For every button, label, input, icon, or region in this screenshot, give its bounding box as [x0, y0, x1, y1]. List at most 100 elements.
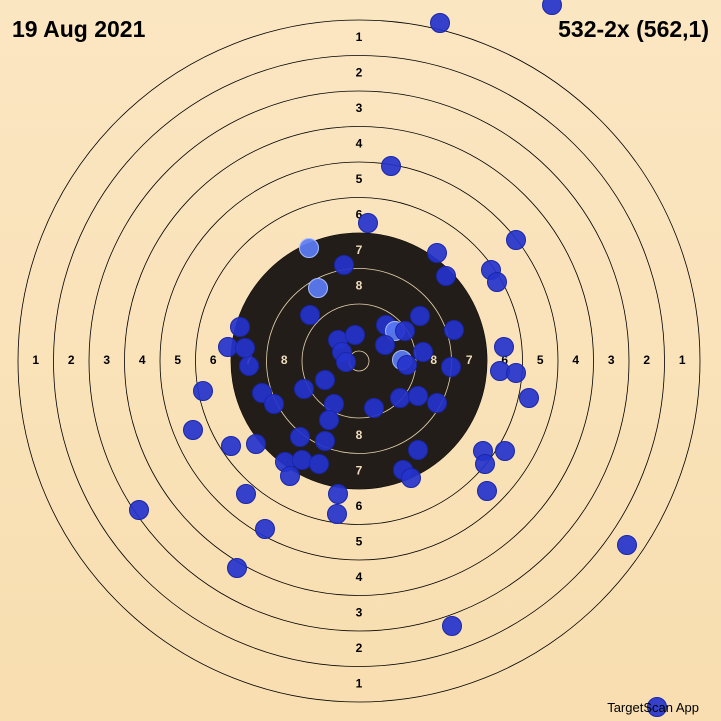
- shot: [397, 355, 417, 375]
- ring-label: 8: [356, 278, 363, 292]
- shot: [408, 440, 428, 460]
- app-name: TargetScan App: [607, 700, 699, 715]
- shot: [413, 342, 433, 362]
- ring-label: 5: [356, 534, 363, 548]
- ring-label: 3: [356, 101, 363, 115]
- ring-label: 2: [356, 65, 363, 79]
- ring-label: 1: [32, 353, 39, 367]
- ring-label: 1: [356, 676, 363, 690]
- shot: [227, 558, 247, 578]
- shot: [436, 266, 456, 286]
- ring-label: 7: [466, 353, 473, 367]
- shot: [328, 484, 348, 504]
- shot: [315, 431, 335, 451]
- shot: [239, 356, 259, 376]
- shot: [408, 386, 428, 406]
- ring-label: 5: [537, 353, 544, 367]
- ring-label: 8: [430, 353, 437, 367]
- shot: [395, 321, 415, 341]
- shot: [375, 335, 395, 355]
- shot: [336, 352, 356, 372]
- shot: [401, 468, 421, 488]
- shot: [381, 156, 401, 176]
- shot: [441, 357, 461, 377]
- shot: [487, 272, 507, 292]
- shot: [327, 504, 347, 524]
- ring: [53, 55, 665, 667]
- ring-label: 6: [356, 207, 363, 221]
- ring: [17, 19, 701, 703]
- shot: [319, 410, 339, 430]
- ring-label: 8: [281, 353, 288, 367]
- shot: [410, 306, 430, 326]
- shot: [264, 394, 284, 414]
- shot: [358, 213, 378, 233]
- shot: [542, 0, 562, 15]
- ring-label: 5: [174, 353, 181, 367]
- shot: [334, 255, 354, 275]
- shot: [308, 278, 328, 298]
- ring-label: 4: [356, 570, 363, 584]
- shot: [442, 616, 462, 636]
- shot: [506, 230, 526, 250]
- shot: [495, 441, 515, 461]
- ring: [159, 161, 559, 561]
- shot: [494, 337, 514, 357]
- ring-label: 7: [356, 463, 363, 477]
- ring-label: 2: [68, 353, 75, 367]
- shot: [364, 398, 384, 418]
- shot: [506, 363, 526, 383]
- shot: [427, 393, 447, 413]
- ring: [88, 90, 630, 632]
- black-zone: [231, 233, 487, 489]
- ring-label: 6: [210, 353, 217, 367]
- ring-label: 6: [501, 353, 508, 367]
- shot: [255, 519, 275, 539]
- ring-label: 2: [356, 641, 363, 655]
- ring-label: 4: [139, 353, 146, 367]
- shots: [129, 0, 667, 717]
- ring: [124, 126, 594, 596]
- shot: [294, 379, 314, 399]
- ring-label: 3: [103, 353, 110, 367]
- ring-label: 3: [356, 605, 363, 619]
- ring-label: 4: [572, 353, 579, 367]
- shot: [390, 388, 410, 408]
- ring-label: 1: [679, 353, 686, 367]
- shot: [290, 427, 310, 447]
- shot: [345, 325, 365, 345]
- shot: [230, 317, 250, 337]
- shot: [292, 450, 312, 470]
- shot: [475, 454, 495, 474]
- shot: [430, 13, 450, 33]
- ring-label: 7: [356, 243, 363, 257]
- ring-label: 2: [643, 353, 650, 367]
- shot: [183, 420, 203, 440]
- shot: [193, 381, 213, 401]
- shot: [519, 388, 539, 408]
- shot: [221, 436, 241, 456]
- shot: [477, 481, 497, 501]
- shot: [617, 535, 637, 555]
- score: 532-2x (562,1): [558, 16, 709, 42]
- shot: [309, 454, 329, 474]
- shot: [647, 697, 667, 717]
- shot: [280, 466, 300, 486]
- ring-label: 8: [356, 428, 363, 442]
- shot: [300, 305, 320, 325]
- ring-label: 5: [356, 172, 363, 186]
- shot: [444, 320, 464, 340]
- ring-labels: 11112222333344445555666677778888: [32, 30, 686, 691]
- ring-label: 4: [356, 136, 363, 150]
- shot: [218, 337, 238, 357]
- target-rings: [17, 19, 701, 703]
- shot: [299, 238, 319, 258]
- ring-label: 6: [356, 499, 363, 513]
- ring: [195, 197, 523, 525]
- shot: [427, 243, 447, 263]
- shot: [236, 484, 256, 504]
- shot: [235, 338, 255, 358]
- ring-label: 3: [608, 353, 615, 367]
- shot: [315, 370, 335, 390]
